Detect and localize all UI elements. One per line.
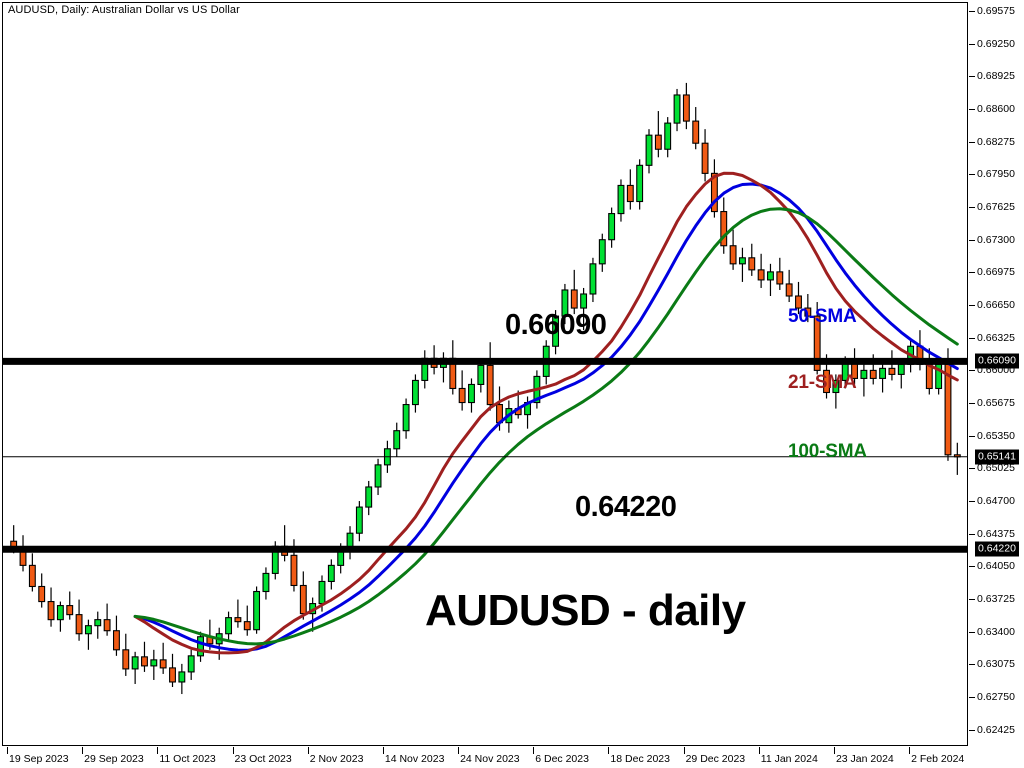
price-tick-mark: [969, 566, 975, 568]
date-tick-mark: [909, 747, 911, 754]
date-tick-mark: [382, 747, 384, 754]
price-tick-label: 0.65350: [977, 429, 1015, 442]
legend-label-21-sma: 21-SMA: [788, 372, 857, 394]
price-tick-label: 0.67950: [977, 168, 1015, 181]
price-tick-label: 0.63075: [977, 658, 1015, 671]
price-tick-label: 0.64050: [977, 560, 1015, 573]
price-tick-mark: [969, 468, 975, 470]
date-tick-label: 14 Nov 2023: [384, 753, 445, 765]
date-tick-label: 2 Feb 2024: [911, 753, 965, 765]
price-tick-label: 0.65675: [977, 397, 1015, 410]
price-tick-mark: [969, 501, 975, 503]
date-tick-label: 19 Sep 2023: [9, 753, 69, 765]
price-axis[interactable]: 0.69575 0.69250 0.68925 0.68600 0.68275 0.679…: [969, 2, 1024, 746]
date-tick-mark: [758, 747, 760, 754]
date-tick-mark: [458, 747, 460, 754]
legend-label-100-sma: 100-SMA: [788, 440, 867, 462]
date-tick-label: 6 Dec 2023: [535, 753, 589, 765]
price-tick-mark: [969, 76, 975, 78]
price-tick-label: 0.66975: [977, 266, 1015, 279]
price-tick-label: 0.69575: [977, 5, 1015, 18]
price-tick-label: 0.63725: [977, 593, 1015, 606]
sma-overlays: [133, 171, 959, 655]
price-tick-mark: [969, 729, 975, 731]
date-tick-mark: [533, 747, 535, 754]
price-tick-mark: [969, 599, 975, 601]
resistance-price-annotation: 0.66090: [505, 309, 607, 342]
price-tick-mark: [969, 207, 975, 209]
price-tick-mark: [969, 11, 975, 13]
price-tick-label: 0.67300: [977, 233, 1015, 246]
date-tick-label: 23 Jan 2024: [835, 753, 894, 765]
date-tick-label: 24 Nov 2023: [460, 753, 520, 765]
price-tick-label: 0.66650: [977, 299, 1015, 312]
instrument-timeframe-annotation: AUDUSD - daily: [425, 586, 746, 636]
price-tick-label: 0.65025: [977, 462, 1015, 475]
date-tick-label: 29 Sep 2023: [84, 753, 144, 765]
price-tick-label: 0.67625: [977, 201, 1015, 214]
date-tick-mark: [833, 747, 835, 754]
chart-title: AUDUSD, Daily: Australian Dollar vs US D…: [8, 4, 240, 16]
price-tick-mark: [969, 272, 975, 274]
date-tick-mark: [157, 747, 159, 754]
price-tick-mark: [969, 533, 975, 535]
price-tick-label: 0.66325: [977, 331, 1015, 344]
price-tick-mark: [969, 403, 975, 405]
price-tick-label: 0.63400: [977, 625, 1015, 638]
level-lines: [3, 357, 968, 553]
price-tick-mark: [969, 43, 975, 45]
price-tick-label: 0.62425: [977, 723, 1015, 736]
resistance-price-tag[interactable]: 0.66090: [975, 353, 1019, 369]
date-tick-label: 29 Dec 2023: [685, 753, 746, 765]
date-tick-mark: [82, 747, 84, 754]
date-axis[interactable]: 19 Sep 2023 29 Sep 2023 11 Oct 2023 23 Oct …: [2, 747, 968, 768]
legend-label-50-sma: 50-SMA: [788, 306, 857, 328]
price-tick-mark: [969, 239, 975, 241]
support-price-annotation: 0.64220: [575, 491, 677, 524]
support-price-tag[interactable]: 0.64220: [975, 541, 1019, 557]
date-tick-mark: [307, 747, 309, 754]
date-tick-mark: [608, 747, 610, 754]
price-tick-label: 0.64700: [977, 495, 1015, 508]
price-tick-label: 0.68275: [977, 135, 1015, 148]
price-tick-mark: [969, 435, 975, 437]
price-tick-label: 0.69250: [977, 37, 1015, 50]
current-price-tag[interactable]: 0.65141: [975, 449, 1019, 465]
price-tick-label: 0.62750: [977, 691, 1015, 704]
price-tick-mark: [969, 631, 975, 633]
date-tick-label: 23 Oct 2023: [234, 753, 292, 765]
date-tick-label: 11 Oct 2023: [159, 753, 216, 765]
date-tick-mark: [683, 747, 685, 754]
price-tick-label: 0.68600: [977, 103, 1015, 116]
date-tick-label: 2 Nov 2023: [309, 753, 364, 765]
date-tick-label: 18 Dec 2023: [610, 753, 670, 765]
price-tick-label: 0.64375: [977, 527, 1015, 540]
price-tick-mark: [969, 109, 975, 111]
date-tick-mark: [232, 747, 234, 754]
price-tick-mark: [969, 141, 975, 143]
price-tick-mark: [969, 174, 975, 176]
price-tick-mark: [969, 305, 975, 307]
price-tick-mark: [969, 697, 975, 699]
price-tick-mark: [969, 337, 975, 339]
price-tick-mark: [969, 370, 975, 372]
date-tick-label: 11 Jan 2024: [760, 753, 818, 765]
price-tick-label: 0.68925: [977, 70, 1015, 83]
price-tick-mark: [969, 664, 975, 666]
price-tick-label: 0.66000: [977, 364, 1015, 377]
date-tick-mark: [7, 747, 8, 754]
